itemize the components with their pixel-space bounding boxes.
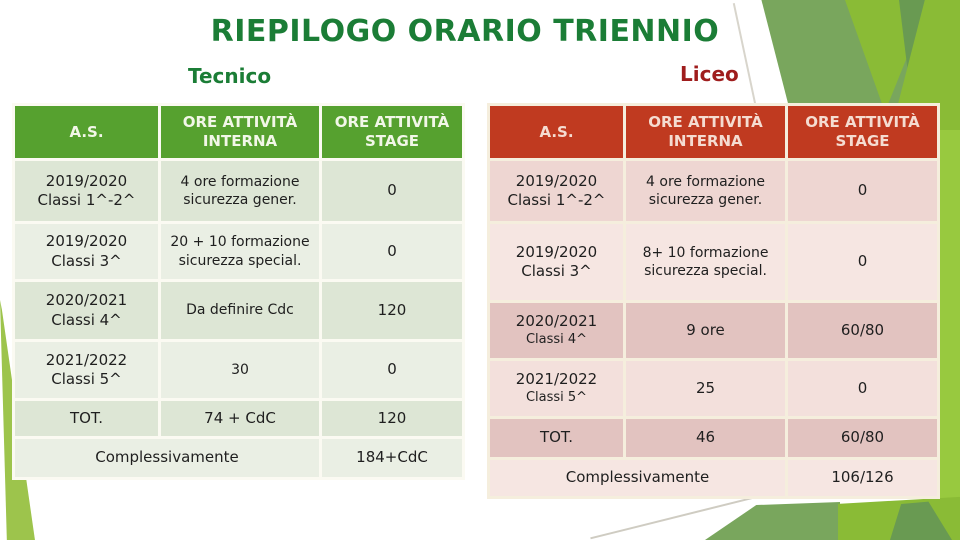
year-label: 2021/2022 — [515, 370, 598, 389]
interna-cell: 20 + 10 formazione sicurezza special. — [161, 224, 319, 279]
interna-cell: 30 — [161, 342, 319, 398]
stage-cell: 120 — [322, 282, 462, 339]
total-interna-cell: 74 + CdC — [161, 401, 319, 436]
deco-bottom-right-sage-shape — [705, 502, 840, 540]
total-stage-cell: 120 — [322, 401, 462, 436]
slide-title: RIEPILOGO ORARIO TRIENNIO — [210, 14, 720, 49]
total-label-cell: TOT. — [490, 419, 623, 457]
year-label: 2019/2020 — [515, 171, 598, 190]
total-row: TOT. 46 60/80 — [490, 419, 937, 457]
overall-label-cell: Complessivamente — [15, 439, 319, 477]
table-row: 2019/2020 Classi 1^-2^ 4 ore formazione … — [490, 161, 937, 221]
classes-label: Classi 4^ — [51, 310, 122, 329]
section-label-liceo: Liceo — [680, 62, 739, 86]
header-cell-interna: ORE ATTIVITÀ INTERNA — [626, 106, 785, 158]
overall-row: Complessivamente 106/126 — [490, 460, 937, 496]
table-row: 2019/2020 Classi 3^ 8+ 10 formazione sic… — [490, 224, 937, 300]
table-row: 2019/2020 Classi 3^ 20 + 10 formazione s… — [15, 224, 462, 279]
stage-cell: 0 — [788, 224, 937, 300]
year-label: 2019/2020 — [515, 242, 598, 261]
year-label: 2020/2021 — [45, 291, 128, 309]
year-label: 2019/2020 — [45, 171, 128, 190]
table-row: 2020/2021 Classi 4^ Da definire Cdc 120 — [15, 282, 462, 339]
year-cell: 2021/2022 Classi 5^ — [15, 342, 158, 398]
header-cell-as: A.S. — [15, 106, 158, 158]
year-cell: 2021/2022 Classi 5^ — [490, 361, 623, 416]
liceo-table: A.S. ORE ATTIVITÀ INTERNA ORE ATTIVITÀ S… — [487, 103, 940, 499]
year-cell: 2019/2020 Classi 1^-2^ — [490, 161, 623, 221]
table-row: 2021/2022 Classi 5^ 25 0 — [490, 361, 937, 416]
stage-cell: 0 — [788, 161, 937, 221]
overall-value-cell: 184+CdC — [322, 439, 462, 477]
classes-label: Classi 1^-2^ — [37, 191, 136, 209]
classes-label: Classi 3^ — [521, 262, 592, 280]
year-cell: 2019/2020 Classi 3^ — [490, 224, 623, 300]
stage-cell: 60/80 — [788, 303, 937, 358]
interna-cell: Da definire Cdc — [161, 282, 319, 339]
table-row: 2020/2021 Classi 4^ 9 ore 60/80 — [490, 303, 937, 358]
header-cell-interna: ORE ATTIVITÀ INTERNA — [161, 106, 319, 158]
total-stage-cell: 60/80 — [788, 419, 937, 457]
header-cell-as: A.S. — [490, 106, 623, 158]
stage-cell: 0 — [788, 361, 937, 416]
overall-label-cell: Complessivamente — [490, 460, 785, 496]
interna-cell: 4 ore formazione sicurezza gener. — [161, 161, 319, 221]
overall-value-cell: 106/126 — [788, 460, 937, 496]
total-row: TOT. 74 + CdC 120 — [15, 401, 462, 436]
year-cell: 2020/2021 Classi 4^ — [15, 282, 158, 339]
year-label: 2020/2021 — [515, 312, 598, 331]
interna-cell: 9 ore — [626, 303, 785, 358]
classes-label: Classi 3^ — [51, 251, 122, 270]
table-row: 2021/2022 Classi 5^ 30 0 — [15, 342, 462, 398]
classes-label: Classi 5^ — [51, 370, 122, 388]
table-row: 2019/2020 Classi 1^-2^ 4 ore formazione … — [15, 161, 462, 221]
header-cell-stage: ORE ATTIVITÀ STAGE — [322, 106, 462, 158]
year-cell: 2019/2020 Classi 1^-2^ — [15, 161, 158, 221]
table-header-row: A.S. ORE ATTIVITÀ INTERNA ORE ATTIVITÀ S… — [490, 106, 937, 158]
stage-cell: 0 — [322, 224, 462, 279]
total-label-cell: TOT. — [15, 401, 158, 436]
overall-row: Complessivamente 184+CdC — [15, 439, 462, 477]
section-label-tecnico: Tecnico — [188, 64, 272, 88]
year-label: 2019/2020 — [45, 232, 128, 250]
classes-label: Classi 4^ — [525, 331, 588, 347]
classes-label: Classi 5^ — [525, 389, 588, 405]
interna-cell: 25 — [626, 361, 785, 416]
year-label: 2021/2022 — [45, 350, 128, 369]
interna-cell: 4 ore formazione sicurezza gener. — [626, 161, 785, 221]
total-interna-cell: 46 — [626, 419, 785, 457]
header-cell-stage: ORE ATTIVITÀ STAGE — [788, 106, 937, 158]
stage-cell: 0 — [322, 342, 462, 398]
interna-cell: 8+ 10 formazione sicurezza special. — [626, 224, 785, 300]
year-cell: 2020/2021 Classi 4^ — [490, 303, 623, 358]
tecnico-table: A.S. ORE ATTIVITÀ INTERNA ORE ATTIVITÀ S… — [12, 103, 465, 480]
table-header-row: A.S. ORE ATTIVITÀ INTERNA ORE ATTIVITÀ S… — [15, 106, 462, 158]
year-cell: 2019/2020 Classi 3^ — [15, 224, 158, 279]
stage-cell: 0 — [322, 161, 462, 221]
classes-label: Classi 1^-2^ — [507, 191, 606, 209]
